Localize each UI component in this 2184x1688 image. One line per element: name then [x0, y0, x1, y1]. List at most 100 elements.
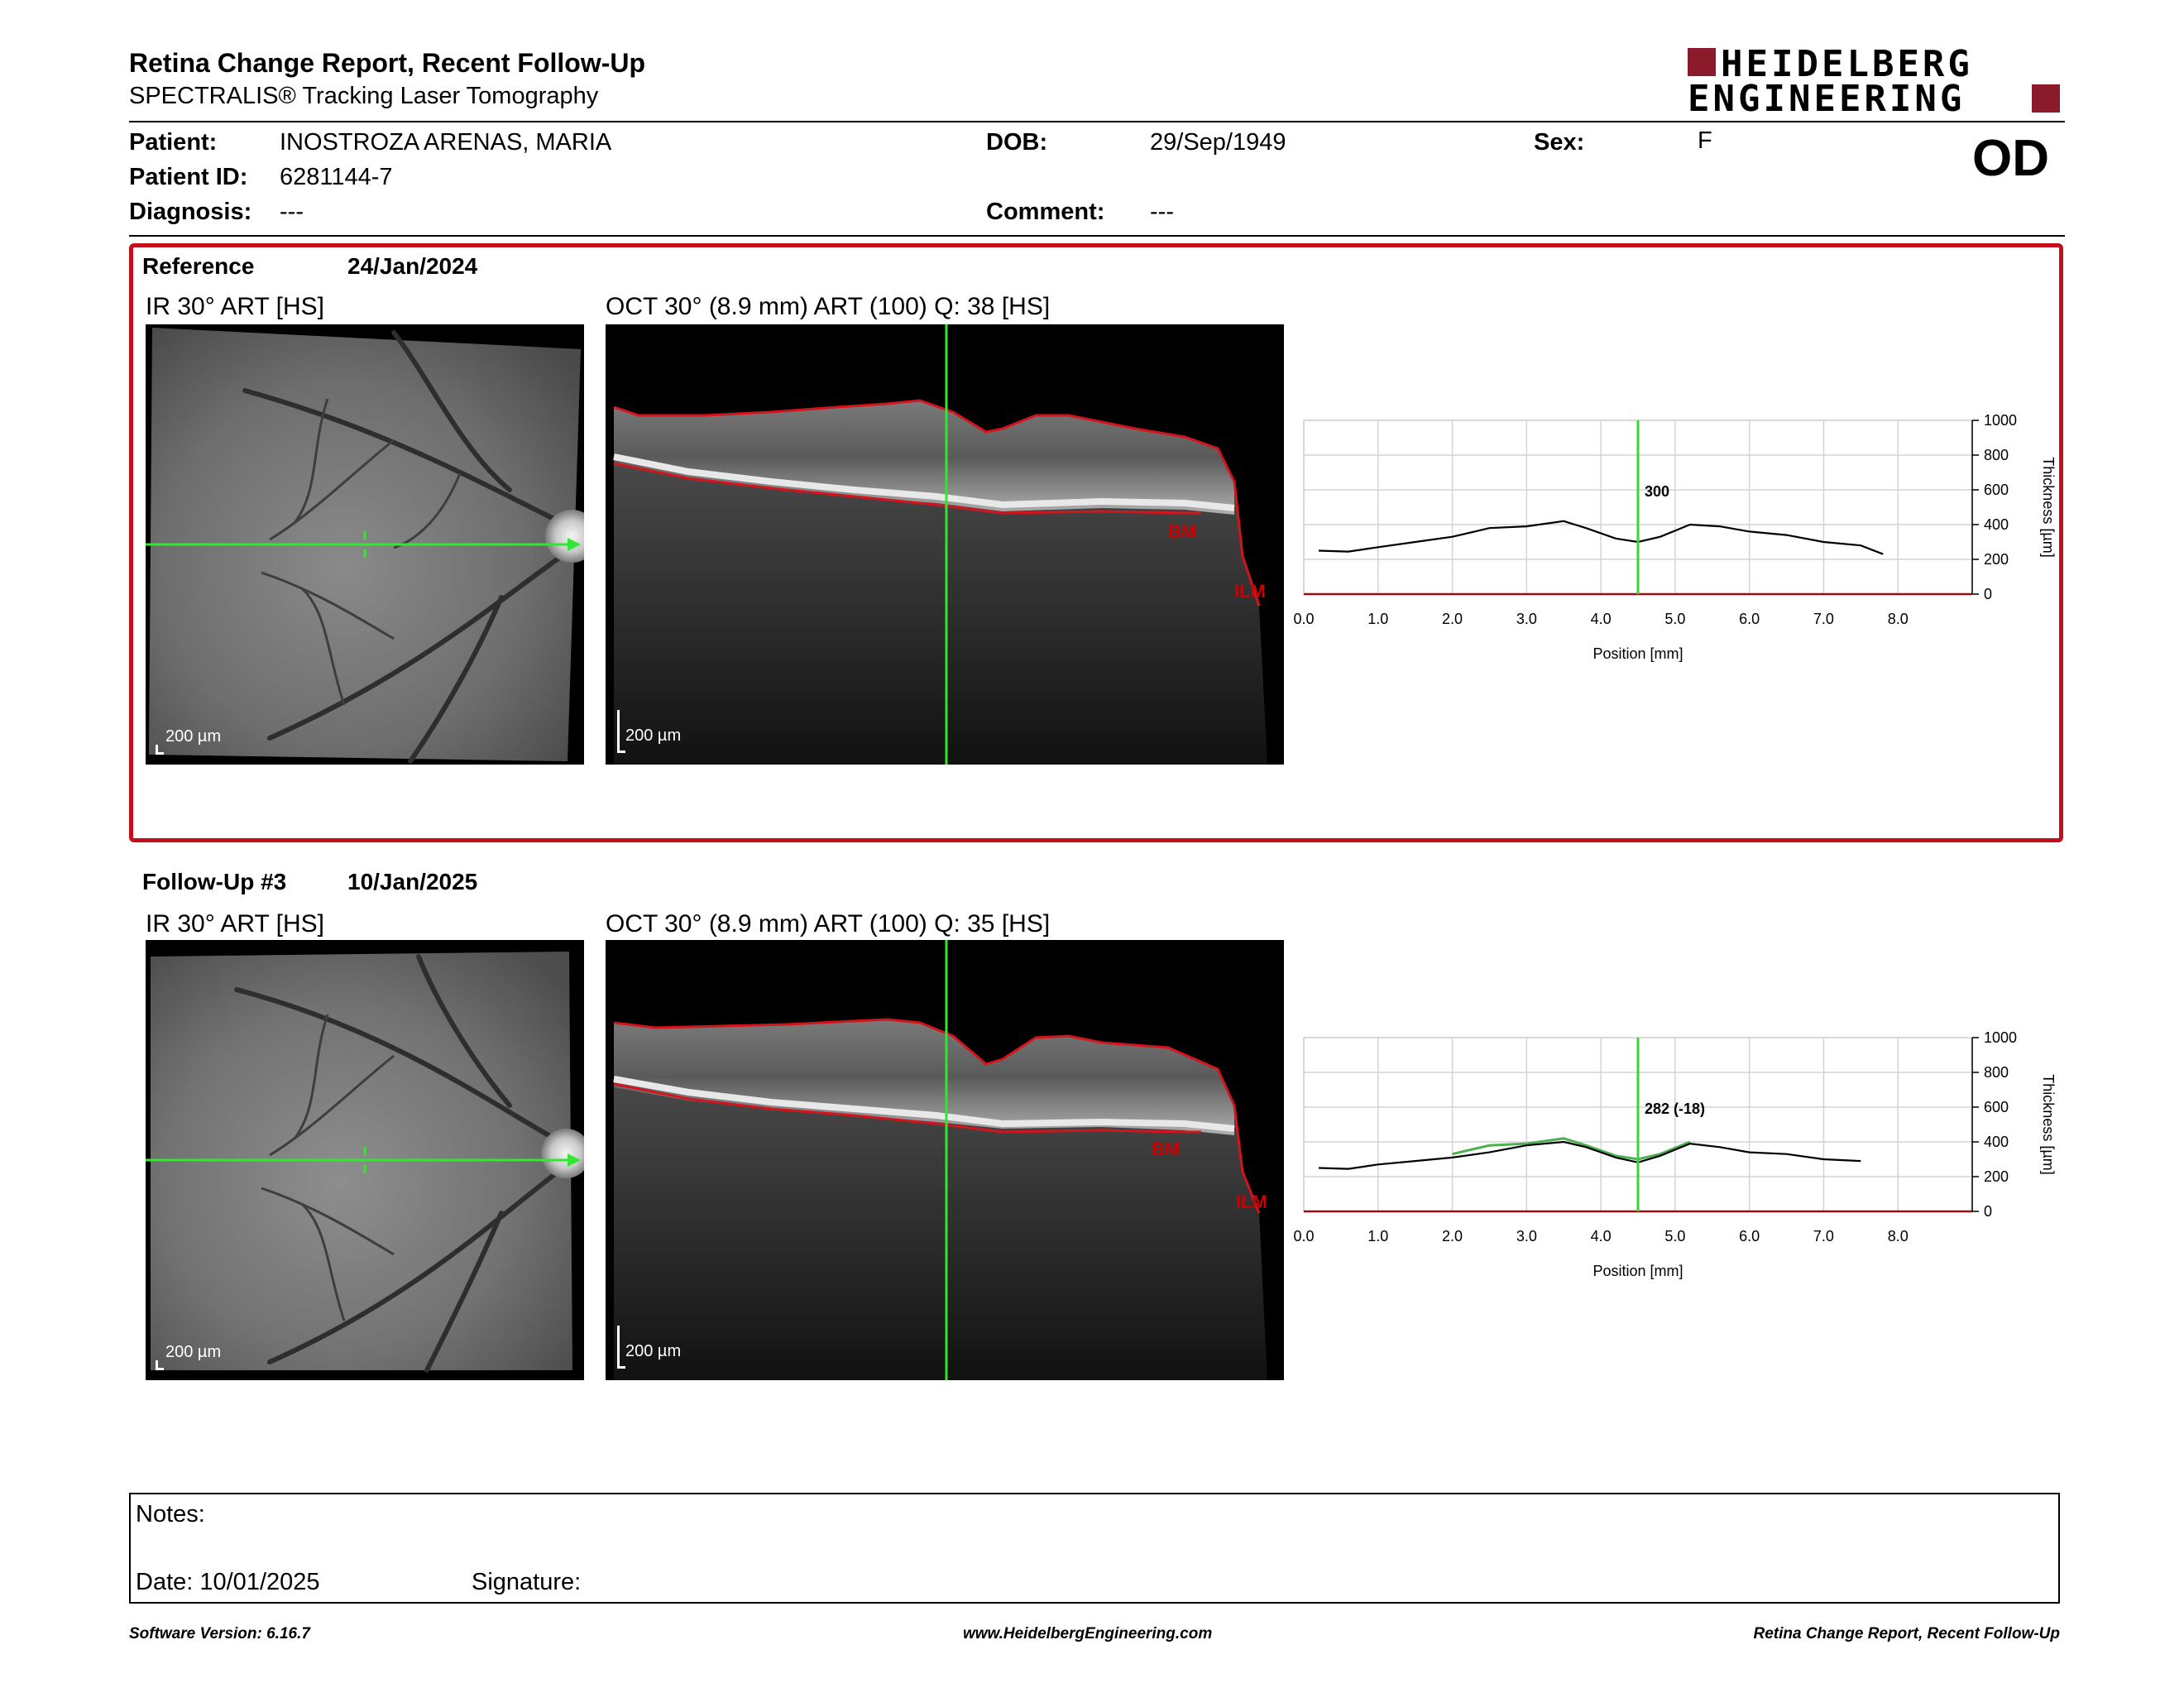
reference-chart-x-tick: 8.0	[1888, 611, 1909, 627]
reference-ir-scalebar	[156, 745, 158, 755]
followup-chart-y-tick: 1000	[1984, 1029, 2017, 1046]
reference-thickness-chart: 0.0 1.0 2.0 3.0 4.0 5.0 6.0 7.0 8.0 0 200 400 600 800…	[1293, 412, 2057, 662]
comment-label: Comment:	[986, 199, 1105, 225]
reference-chart-y-tick: 600	[1984, 482, 2009, 498]
followup-label: Follow-Up #3	[142, 869, 287, 894]
notes-box[interactable]: Notes: Date: 10/01/2025 Signature:	[129, 1493, 2060, 1604]
reference-ir-scalebar-foot	[156, 752, 164, 755]
reference-oct-scalebar-foot	[617, 750, 625, 753]
reference-chart-x-tick: 7.0	[1813, 611, 1834, 627]
reference-chart-y-tick: 1000	[1984, 412, 2017, 429]
dob-value: 29/Sep/1949	[1150, 129, 1286, 156]
followup-bm-label: BM	[1152, 1139, 1180, 1159]
reference-chart-y-tick: 200	[1984, 551, 2009, 568]
reference-chart-x-tick: 2.0	[1442, 611, 1463, 627]
reference-chart-y-tick: 0	[1984, 586, 1992, 602]
reference-chart-y-tick: 400	[1984, 516, 2009, 533]
followup-chart-marker-value: 282 (-18)	[1645, 1101, 1705, 1117]
reference-label: Reference	[142, 253, 255, 279]
followup-fundus-graphic	[146, 952, 584, 1373]
sex-label: Sex:	[1534, 129, 1585, 156]
reference-ir-scale: 200 µm	[165, 727, 222, 746]
reference-ir-image[interactable]: 200 µm	[146, 324, 584, 765]
reference-bm-label: BM	[1168, 521, 1196, 542]
followup-chart-x-tick: 7.0	[1813, 1228, 1834, 1244]
patient-label: Patient:	[129, 129, 218, 156]
report-title: Retina Change Report, Recent Follow-Up	[129, 48, 646, 78]
followup-chart-y-tick: 200	[1984, 1168, 2009, 1185]
reference-chart-marker-value: 300	[1645, 483, 1669, 500]
reference-chart-y-tick: 800	[1984, 447, 2009, 463]
followup-chart-series-line	[1452, 1137, 1691, 1161]
reference-oct-scale: 200 µm	[625, 727, 682, 745]
company-url[interactable]: www.HeidelbergEngineering.com	[963, 1625, 1213, 1642]
followup-chart-y-label: Thickness [µm]	[2040, 1074, 2057, 1174]
company-logo: HEIDELBERG ENGINEERING	[1688, 46, 2068, 119]
followup-ilm-label: ILM	[1236, 1192, 1267, 1212]
notes-label: Notes:	[136, 1501, 205, 1527]
followup-ir-scalebar-foot	[156, 1368, 164, 1370]
followup-chart-x-tick: 0.0	[1293, 1228, 1314, 1244]
diagnosis-value: ---	[280, 199, 304, 225]
followup-chart-x-tick: 3.0	[1516, 1228, 1537, 1244]
reference-ilm-label: ILM	[1234, 581, 1266, 602]
patient-name: INOSTROZA ARENAS, MARIA	[280, 129, 612, 156]
followup-chart-x-tick: 5.0	[1664, 1228, 1685, 1244]
followup-oct-scale: 200 µm	[625, 1342, 682, 1360]
reference-chart-x-tick: 1.0	[1367, 611, 1388, 627]
reference-chart-x-tick: 6.0	[1739, 611, 1760, 627]
reference-chart-x-tick: 3.0	[1516, 611, 1537, 627]
reference-oct-scalebar	[617, 710, 620, 753]
followup-oct-image[interactable]: BM ILM 200 µm	[606, 940, 1284, 1380]
reference-chart-x-tick: 4.0	[1591, 611, 1612, 627]
followup-oct-title: OCT 30° (8.9 mm) ART (100) Q: 35 [HS]	[606, 910, 1051, 938]
logo-line-1: HEIDELBERG	[1721, 43, 1973, 85]
followup-chart-y-tick: 400	[1984, 1134, 2009, 1150]
diagnosis-label: Diagnosis:	[129, 199, 252, 225]
dob-label: DOB:	[986, 129, 1048, 156]
patient-divider	[129, 235, 2065, 237]
followup-ir-scalebar	[156, 1360, 158, 1370]
followup-chart-x-tick: 1.0	[1367, 1228, 1388, 1244]
followup-chart-x-tick: 8.0	[1888, 1228, 1909, 1244]
followup-chart-y-tick: 600	[1984, 1099, 2009, 1115]
reference-oct-graphic: BM ILM	[613, 324, 1267, 765]
followup-chart-x-tick: 6.0	[1739, 1228, 1760, 1244]
notes-date: Date: 10/01/2025	[136, 1569, 320, 1595]
followup-chart-x-label: Position [mm]	[1592, 1263, 1683, 1279]
followup-date: 10/Jan/2025	[347, 869, 478, 894]
reference-ir-title: IR 30° ART [HS]	[146, 293, 324, 320]
followup-ir-scale: 200 µm	[165, 1343, 222, 1361]
signature-label: Signature:	[472, 1569, 582, 1595]
eye-indicator: OD	[1972, 130, 2049, 187]
followup-chart-x-tick: 4.0	[1591, 1228, 1612, 1244]
reference-oct-image[interactable]: BM ILM 200 µm	[606, 324, 1284, 765]
reference-fundus-graphic	[146, 328, 584, 764]
reference-chart-y-label: Thickness [µm]	[2040, 457, 2057, 557]
followup-thickness-chart: 0.0 1.0 2.0 3.0 4.0 5.0 6.0 7.0 8.0 0 200 400 600 800…	[1293, 1029, 2057, 1279]
followup-oct-scalebar	[617, 1326, 620, 1369]
patient-id: 6281144-7	[280, 164, 393, 190]
followup-chart-series-line	[1318, 1140, 1861, 1170]
logo-line-2: ENGINEERING	[1688, 78, 1966, 120]
reference-frame	[129, 243, 2063, 842]
followup-ir-title: IR 30° ART [HS]	[146, 910, 324, 938]
reference-chart-x-tick: 5.0	[1664, 611, 1685, 627]
followup-ir-image[interactable]: 200 µm	[146, 940, 584, 1380]
reference-chart-x-tick: 0.0	[1293, 611, 1314, 627]
followup-oct-scalebar-foot	[617, 1366, 625, 1369]
followup-oct-graphic: BM ILM	[613, 940, 1267, 1380]
software-version: Software Version: 6.16.7	[129, 1625, 310, 1642]
followup-chart-x-tick: 2.0	[1442, 1228, 1463, 1244]
footer-report-name: Retina Change Report, Recent Follow-Up	[1753, 1625, 2060, 1642]
reference-oct-title: OCT 30° (8.9 mm) ART (100) Q: 38 [HS]	[606, 293, 1051, 320]
report-subtitle: SPECTRALIS® Tracking Laser Tomography	[129, 83, 599, 109]
reference-date: 24/Jan/2024	[347, 253, 478, 279]
comment-value: ---	[1150, 199, 1174, 225]
reference-chart-series-line	[1318, 520, 1884, 555]
logo-square-bottom	[2032, 84, 2060, 113]
reference-chart-x-label: Position [mm]	[1592, 645, 1683, 662]
logo-square-top	[1688, 48, 1716, 76]
followup-chart-y-tick: 0	[1984, 1203, 1992, 1220]
patient-id-label: Patient ID:	[129, 164, 248, 190]
